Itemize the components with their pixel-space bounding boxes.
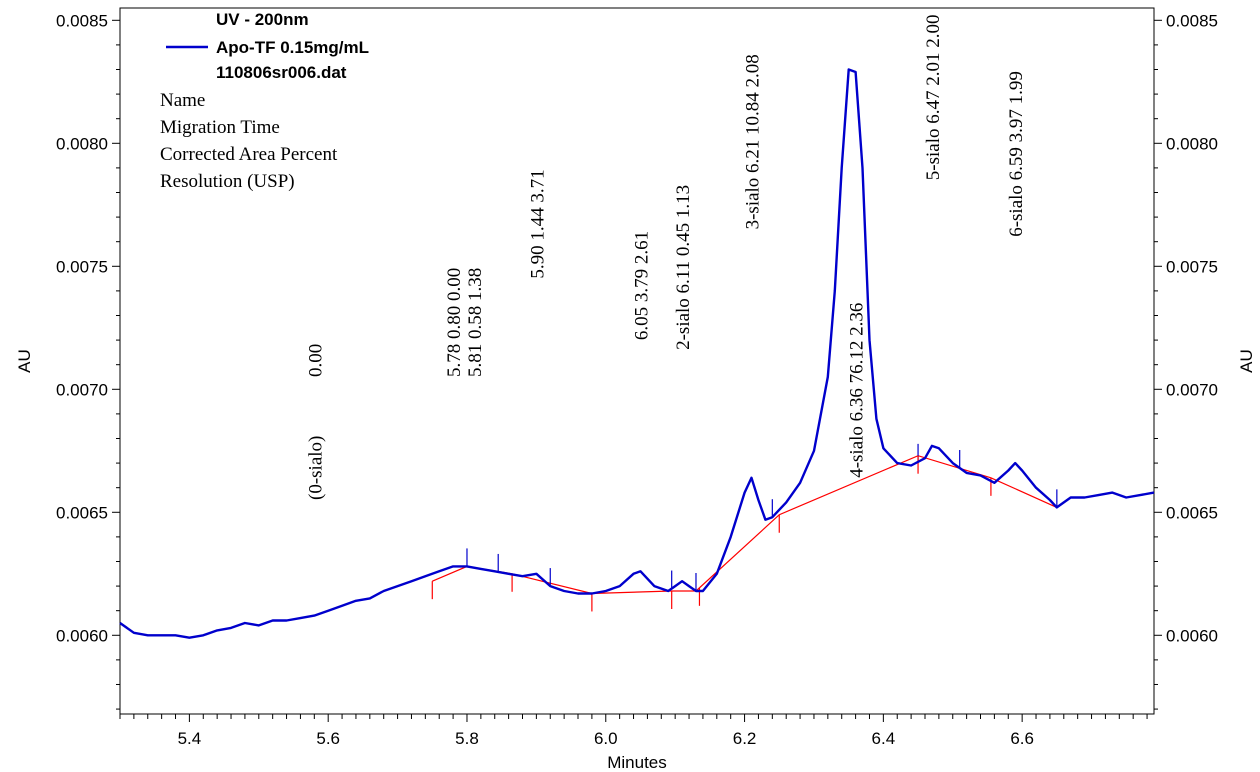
peak-annotation: 4-sialo 6.36 76.12 2.36 — [847, 303, 868, 478]
legend: UV - 200nm Apo-TF 0.15mg/mL 110806sr006.… — [160, 10, 369, 192]
peak-annotation: 6.05 3.79 2.61 — [632, 231, 653, 340]
peak-annotation: 0.00 — [305, 344, 326, 377]
y-axis-label-right: AU — [1237, 349, 1256, 373]
peak-annotation: 3-sialo 6.21 10.84 2.08 — [743, 54, 764, 229]
baseline-line — [432, 455, 1058, 595]
legend-title: UV - 200nm — [216, 10, 309, 29]
legend-field-migration-time: Migration Time — [160, 117, 280, 138]
y-tick-label-right: 0.0080 — [1166, 134, 1218, 153]
x-tick-label: 6.0 — [594, 729, 618, 748]
x-tick-label: 5.8 — [455, 729, 479, 748]
y-tick-label-left: 0.0065 — [56, 503, 108, 522]
legend-file-name: 110806sr006.dat — [216, 63, 347, 82]
y-tick-label-right: 0.0075 — [1166, 257, 1218, 276]
peak-annotation: 5-sialo 6.47 2.01 2.00 — [923, 14, 944, 180]
x-tick-labels: 5.4 5.6 5.8 6.0 6.2 6.4 6.6 — [178, 729, 1034, 748]
peak-annotation: 2-sialo 6.11 0.45 1.13 — [673, 185, 694, 350]
y-tick-label-left: 0.0060 — [56, 626, 108, 645]
legend-field-area-percent: Corrected Area Percent — [160, 144, 338, 165]
legend-field-resolution: Resolution (USP) — [160, 171, 295, 192]
y-tick-label-left: 0.0075 — [56, 257, 108, 276]
x-tick-label: 6.4 — [872, 729, 896, 748]
series-line-apo-tf — [119, 68, 1155, 639]
y-tick-labels-right: 0.0060 0.0065 0.0070 0.0075 0.0080 0.0085 — [1166, 11, 1218, 645]
x-tick-label: 5.6 — [316, 729, 340, 748]
peak-annotations: 0.00 (0-sialo) 5.78 0.80 0.00 5.81 0.58 1.3… — [305, 14, 1027, 500]
peak-annotation: 6-sialo 6.59 3.97 1.99 — [1006, 71, 1027, 237]
peak-annotation: 5.78 0.80 0.00 — [444, 268, 465, 377]
plot-frame — [119, 7, 1155, 715]
y-tick-label-right: 0.0070 — [1166, 380, 1218, 399]
y-tick-labels-left: 0.0060 0.0065 0.0070 0.0075 0.0080 0.0085 — [56, 11, 108, 645]
x-tick-label: 6.6 — [1010, 729, 1034, 748]
y-tick-label-left: 0.0085 — [56, 11, 108, 30]
legend-field-name: Name — [160, 90, 205, 111]
peak-annotation: 5.90 1.44 3.71 — [527, 169, 548, 278]
legend-series-name: Apo-TF 0.15mg/mL — [216, 38, 369, 57]
x-tick-label: 5.4 — [178, 729, 202, 748]
y-axis-label-left: AU — [15, 349, 34, 373]
peak-annotation: (0-sialo) — [305, 436, 326, 500]
x-tick-label: 6.2 — [733, 729, 757, 748]
axis-ticks — [112, 19, 1162, 722]
y-tick-label-right: 0.0065 — [1166, 503, 1218, 522]
y-tick-label-left: 0.0070 — [56, 380, 108, 399]
peak-annotation: 5.81 0.58 1.38 — [465, 268, 486, 377]
x-axis-label: Minutes — [607, 753, 667, 772]
y-tick-label-left: 0.0080 — [56, 134, 108, 153]
y-tick-label-right: 0.0060 — [1166, 626, 1218, 645]
y-tick-label-right: 0.0085 — [1166, 11, 1218, 30]
